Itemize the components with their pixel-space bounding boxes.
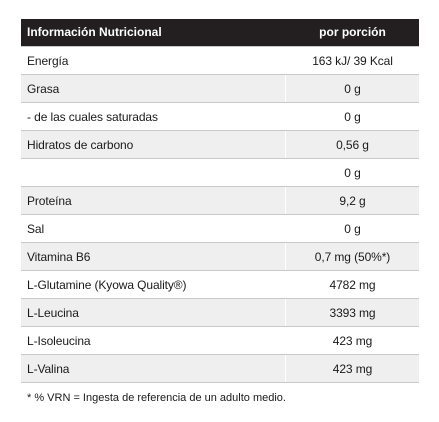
nutrient-label: L-Glutamine (Kyowa Quality®) bbox=[27, 277, 187, 292]
header-value: por porción bbox=[285, 19, 419, 45]
table-row: 0 g bbox=[21, 159, 419, 187]
nutrient-label: Proteína bbox=[27, 193, 72, 208]
nutrient-value: 9,2 g bbox=[285, 187, 419, 214]
table-row: Sal 0 g bbox=[21, 215, 419, 243]
table-row: L-Glutamine (Kyowa Quality®) 4782 mg bbox=[21, 271, 419, 299]
table-body: Energía 163 kJ/ 39 Kcal Grasa 0 g- de las c… bbox=[21, 46, 419, 383]
nutrient-label: L-Valina bbox=[27, 361, 70, 376]
nutrient-label: - de las cuales saturadas bbox=[27, 109, 158, 124]
nutrient-label: Vitamina B6 bbox=[27, 249, 91, 264]
nutrient-label: Sal bbox=[27, 221, 45, 236]
nutrient-value: 0 g bbox=[285, 75, 419, 102]
table-row: Hidratos de carbono 0,56 g bbox=[21, 131, 419, 159]
nutrient-label: Grasa bbox=[27, 81, 60, 96]
nutrient-value: 423 mg bbox=[285, 327, 419, 354]
nutrient-value: 0,56 g bbox=[285, 131, 419, 158]
nutrient-value: 4782 mg bbox=[285, 271, 419, 298]
nutrient-value: 423 mg bbox=[285, 355, 419, 382]
nutrient-value: 0 g bbox=[285, 103, 419, 130]
nutrient-value: 163 kJ/ 39 Kcal bbox=[285, 47, 419, 74]
table-row: L-Isoleucina 423 mg bbox=[21, 327, 419, 355]
header-label: Información Nutricional bbox=[27, 25, 162, 39]
table-row: Proteína 9,2 g bbox=[21, 187, 419, 215]
table-row: - de las cuales saturadas 0 g bbox=[21, 103, 419, 131]
footnote: * % VRN = Ingesta de referencia de un ad… bbox=[27, 392, 286, 404]
nutrient-label: L-Leucina bbox=[27, 305, 79, 320]
nutrient-value: 3393 mg bbox=[285, 299, 419, 326]
nutrient-value: 0 g bbox=[285, 159, 419, 186]
table-header: Información Nutricional por porción bbox=[21, 19, 419, 46]
table-row: Vitamina B6 0,7 mg (50%*) bbox=[21, 243, 419, 271]
table-row: Energía 163 kJ/ 39 Kcal bbox=[21, 46, 419, 75]
nutrient-label: L-Isoleucina bbox=[27, 333, 91, 348]
nutrition-table: Información Nutricional por porción Ener… bbox=[21, 19, 419, 383]
nutrient-label: Hidratos de carbono bbox=[27, 137, 134, 152]
nutrient-value: 0 g bbox=[285, 215, 419, 242]
table-row: L-Valina 423 mg bbox=[21, 355, 419, 383]
nutrient-value: 0,7 mg (50%*) bbox=[285, 243, 419, 270]
nutrient-label: Energía bbox=[27, 53, 69, 68]
table-row: L-Leucina 3393 mg bbox=[21, 299, 419, 327]
table-row: Grasa 0 g bbox=[21, 75, 419, 103]
